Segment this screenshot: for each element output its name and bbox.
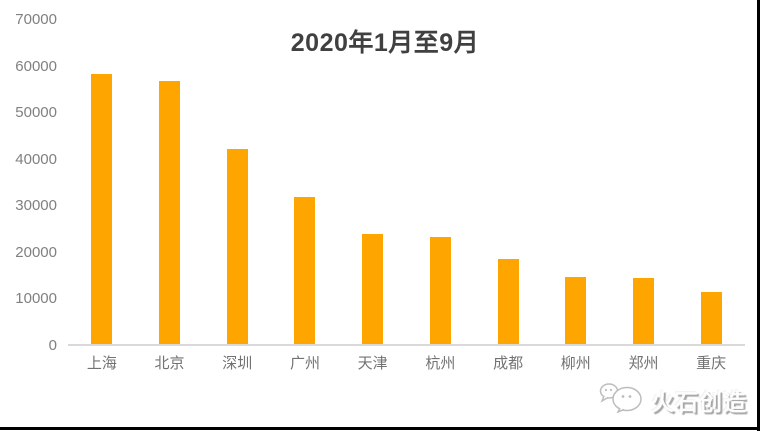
y-tick-label: 10000 [15,290,57,308]
y-tick-label: 60000 [15,57,57,75]
screenshot-right-border [757,0,760,431]
bars-row [68,20,745,346]
bar [159,80,181,346]
bar-slot [474,20,542,346]
speech-bubbles-logo-icon [598,382,644,418]
x-category-label: 郑州 [628,355,659,372]
watermark: 火石创造 [598,382,747,418]
y-tick-label: 40000 [15,150,57,168]
bar [565,277,587,346]
bar-slot [203,20,271,346]
y-tick-label: 50000 [15,104,57,122]
x-category-label: 天津 [357,355,388,372]
chart-title: 2020年1月至9月 [290,29,480,57]
y-tick-label: 0 [48,337,57,354]
bar [700,291,722,346]
plot-area [68,20,745,346]
x-category-label: 杭州 [425,355,456,372]
bar [226,149,248,346]
x-axis-category-row: 上海 北京 深圳 广州 天津 杭州 成都 柳州 郑州 重庆 [68,352,745,373]
watermark-text: 火石创造 [651,389,747,415]
bar-slot [271,20,339,346]
x-axis-line [68,344,745,346]
bar-slot [136,20,204,346]
bar-slot [68,20,136,346]
y-tick-label: 30000 [15,197,57,215]
bar [497,259,519,346]
x-category-label: 上海 [86,355,117,372]
bar [91,73,113,346]
bar-slot [677,20,745,346]
x-category-label: 深圳 [222,355,253,372]
x-category-label: 成都 [493,355,524,372]
bar-slot [407,20,475,346]
x-category-label: 广州 [289,355,320,372]
bar [429,237,451,346]
y-tick-label: 20000 [15,243,57,261]
bar-slot [339,20,407,346]
screenshot-bottom-border [0,427,760,430]
y-axis: 70000 60000 50000 40000 30000 20000 10000 0 [0,11,57,354]
bar [632,278,654,346]
x-category-label: 重庆 [696,355,727,372]
bar [362,234,384,346]
bar [294,196,316,346]
bar-slot [542,20,610,346]
x-category-label: 柳州 [560,355,591,372]
x-category-label: 北京 [154,355,185,372]
y-tick-label: 70000 [15,11,57,28]
bar-slot [610,20,678,346]
